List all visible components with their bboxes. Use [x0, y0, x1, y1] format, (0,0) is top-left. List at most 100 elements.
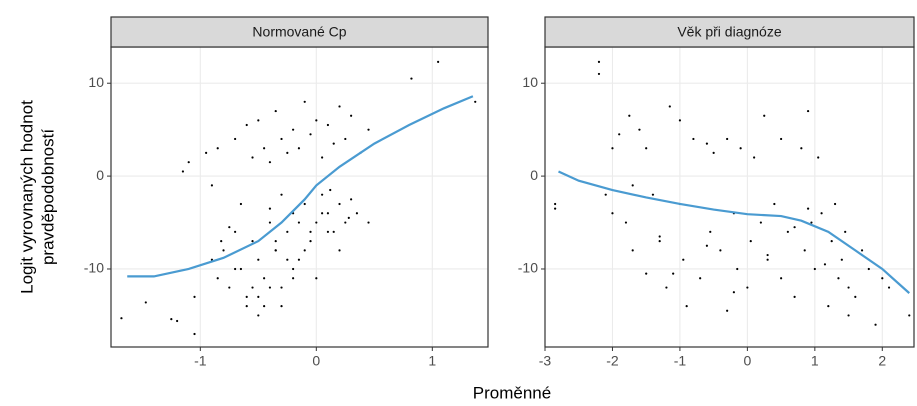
point	[292, 267, 295, 271]
point	[786, 230, 789, 233]
point	[326, 212, 330, 215]
point	[193, 332, 196, 336]
point	[638, 128, 641, 131]
x-tick-label: -1	[194, 353, 207, 369]
point	[245, 305, 248, 308]
point	[736, 267, 739, 271]
strip-title: Věk při diagnóze	[677, 24, 782, 40]
point	[228, 226, 231, 229]
strip	[544, 16, 915, 48]
point	[658, 240, 661, 243]
point	[216, 277, 219, 280]
point	[286, 230, 289, 233]
point	[860, 249, 864, 252]
point	[239, 267, 243, 271]
point	[685, 305, 688, 308]
point	[763, 114, 766, 117]
point	[329, 188, 332, 192]
point	[176, 319, 179, 323]
point	[303, 249, 306, 252]
point	[286, 151, 289, 154]
point	[239, 202, 243, 206]
point	[651, 193, 655, 196]
point	[280, 193, 283, 196]
point	[810, 221, 813, 224]
point	[732, 291, 735, 294]
x-axis-label: Proměnné	[473, 383, 551, 402]
point	[332, 230, 335, 233]
point	[705, 244, 709, 247]
point	[263, 277, 266, 280]
point	[268, 221, 272, 224]
point	[187, 161, 190, 164]
point	[830, 240, 833, 243]
y-tick-label: 10	[522, 74, 538, 90]
point	[645, 147, 648, 150]
point	[739, 147, 742, 150]
point	[806, 109, 810, 113]
point	[887, 286, 891, 289]
point	[251, 286, 254, 289]
point	[847, 314, 850, 317]
point	[665, 286, 668, 289]
point	[367, 221, 370, 224]
point	[773, 202, 776, 206]
point	[699, 277, 702, 280]
point	[326, 230, 330, 233]
point	[766, 253, 769, 257]
point	[780, 277, 783, 280]
point	[597, 60, 601, 63]
point	[746, 286, 749, 289]
point	[297, 258, 301, 261]
point	[881, 277, 884, 280]
point	[292, 128, 295, 131]
point	[631, 249, 634, 252]
point	[645, 272, 648, 275]
point	[280, 137, 283, 141]
panel-background	[111, 47, 488, 347]
point	[170, 318, 173, 321]
point	[672, 272, 675, 275]
point	[474, 100, 477, 103]
point	[709, 230, 712, 233]
point	[668, 105, 671, 108]
point	[712, 151, 715, 154]
point	[234, 230, 237, 233]
x-tick-label: 0	[743, 353, 751, 369]
point	[631, 184, 634, 187]
point	[410, 77, 413, 80]
point	[274, 109, 277, 113]
point	[766, 258, 769, 261]
point	[793, 295, 796, 298]
point	[611, 147, 614, 150]
point	[604, 193, 607, 196]
point	[274, 249, 277, 252]
point	[216, 147, 219, 150]
point	[344, 137, 347, 141]
point	[222, 249, 225, 252]
point	[263, 147, 266, 150]
point	[874, 323, 877, 326]
y-tick-label: -10	[518, 260, 538, 276]
point	[437, 60, 440, 63]
point	[800, 147, 803, 150]
point	[309, 230, 312, 233]
point	[303, 100, 306, 103]
y-axis-label: Logit vyrovnaných hodnot	[17, 100, 36, 294]
point	[344, 221, 347, 224]
point	[658, 235, 661, 238]
point	[827, 305, 830, 308]
point	[257, 295, 260, 298]
point	[844, 230, 847, 233]
point	[220, 240, 223, 243]
point	[350, 198, 353, 201]
point	[840, 258, 843, 261]
point	[628, 114, 631, 117]
x-tick-label: 0	[312, 353, 320, 369]
point	[332, 142, 335, 145]
strip-title: Normované Cp	[252, 24, 346, 40]
point	[908, 314, 911, 317]
point	[268, 286, 272, 289]
panel-background	[545, 47, 914, 347]
point	[682, 258, 685, 261]
